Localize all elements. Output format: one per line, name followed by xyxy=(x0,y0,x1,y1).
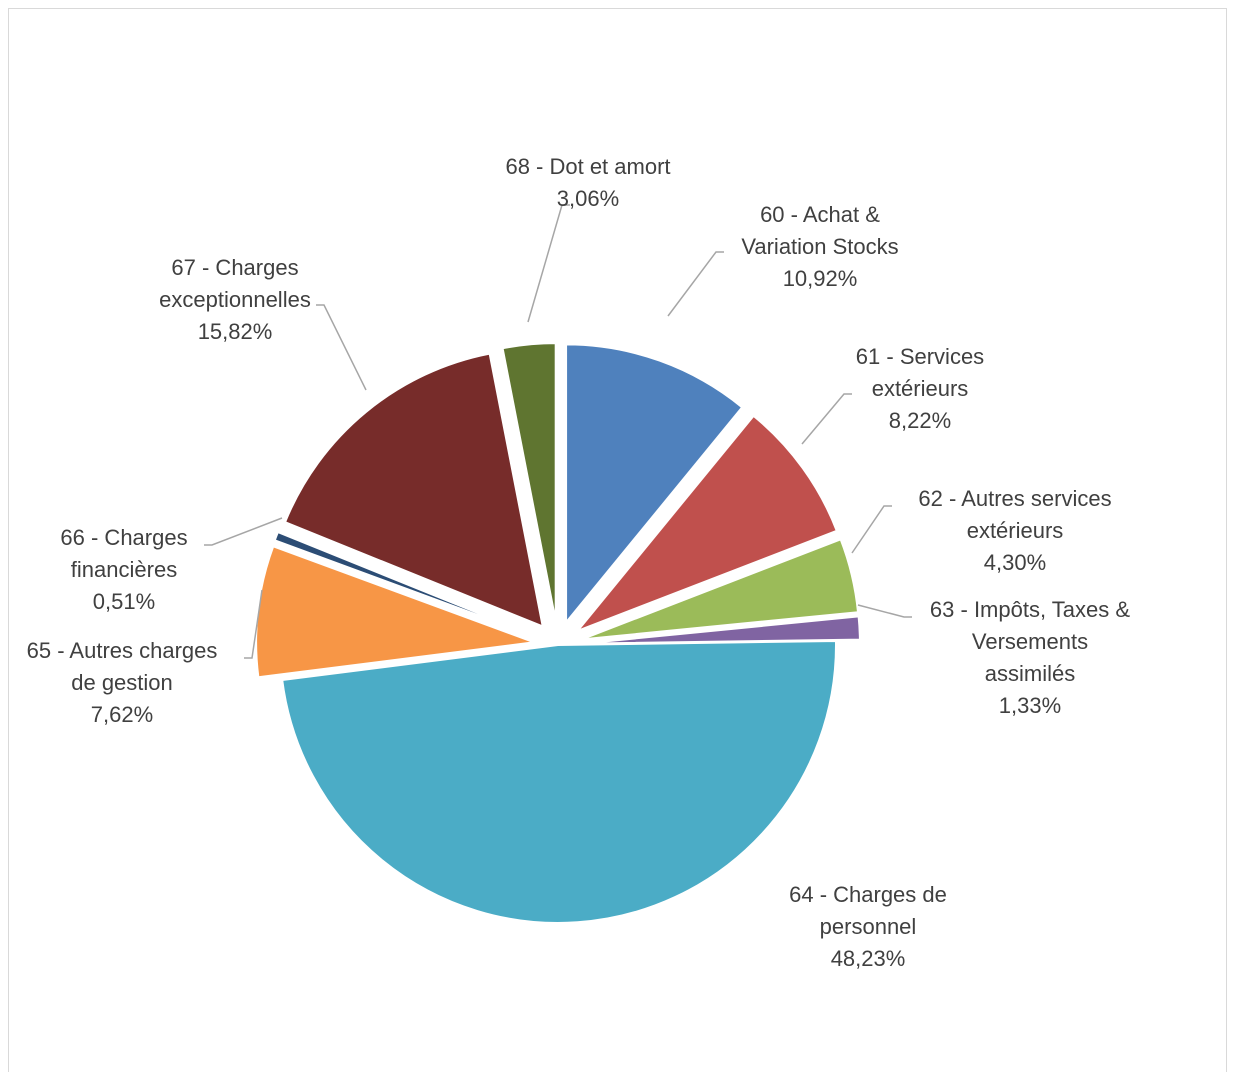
leader-line-3 xyxy=(851,505,892,554)
pie-slice-2 xyxy=(574,414,839,634)
data-label-percent: 1,33% xyxy=(999,693,1061,718)
data-label-8: 67 - Charges exceptionnelles 15,82% xyxy=(159,255,311,344)
data-label-line: 60 - Achat & xyxy=(760,202,880,227)
data-label-line: Versements xyxy=(972,629,1088,654)
data-label-percent: 15,82% xyxy=(198,319,273,344)
data-label-5: 64 - Charges de personnel 48,23% xyxy=(789,882,947,971)
data-label-7: 66 - Charges financières 0,51% xyxy=(60,525,187,614)
pie-slice-6 xyxy=(255,544,535,679)
leader-line-4 xyxy=(857,604,912,618)
data-label-9: 68 - Dot et amort 3,06% xyxy=(505,154,670,211)
pie-slice-4 xyxy=(581,615,861,645)
data-label-percent: 10,92% xyxy=(783,266,858,291)
data-labels: 60 - Achat & Variation Stocks 10,92% 61 - S… xyxy=(27,154,1131,971)
data-label-line: 62 - Autres services xyxy=(918,486,1111,511)
data-label-4: 63 - Impôts, Taxes & Versements assimilés 1… xyxy=(930,597,1130,718)
data-label-2: 61 - Services extérieurs 8,22% xyxy=(856,344,984,433)
leader-line-9 xyxy=(527,204,570,323)
data-label-line: 63 - Impôts, Taxes & xyxy=(930,597,1130,622)
data-label-line: Variation Stocks xyxy=(741,234,898,259)
pie-slice-7 xyxy=(273,530,536,638)
pie-slice-1 xyxy=(565,343,744,626)
data-label-line: 61 - Services xyxy=(856,344,984,369)
leader-line-1 xyxy=(667,251,724,317)
data-label-line: 64 - Charges de xyxy=(789,882,947,907)
data-label-line: 68 - Dot et amort xyxy=(505,154,670,179)
leader-line-6 xyxy=(244,589,263,659)
data-label-percent: 48,23% xyxy=(831,946,906,971)
data-label-percent: 7,62% xyxy=(91,702,153,727)
data-label-percent: 8,22% xyxy=(889,408,951,433)
leader-line-7 xyxy=(204,517,283,546)
data-label-line: 65 - Autres charges xyxy=(27,638,218,663)
data-label-line: 67 - Charges xyxy=(171,255,298,280)
data-label-line: extérieurs xyxy=(872,376,969,401)
data-label-3: 62 - Autres services extérieurs 4,30% xyxy=(918,486,1111,575)
data-label-line: de gestion xyxy=(71,670,173,695)
pie-slices xyxy=(255,342,861,924)
pie-slice-3 xyxy=(580,538,860,641)
leader-line-2 xyxy=(801,393,852,445)
data-label-1: 60 - Achat & Variation Stocks 10,92% xyxy=(741,202,898,291)
data-label-line: assimilés xyxy=(985,661,1075,686)
leader-lines xyxy=(204,204,912,659)
data-label-line: extérieurs xyxy=(967,518,1064,543)
data-label-line: exceptionnelles xyxy=(159,287,311,312)
data-label-line: personnel xyxy=(820,914,917,939)
data-label-line: financières xyxy=(71,557,177,582)
data-label-percent: 0,51% xyxy=(93,589,155,614)
pie-slice-5 xyxy=(281,639,837,924)
pie-slice-8 xyxy=(283,352,545,629)
data-label-6: 65 - Autres charges de gestion 7,62% xyxy=(27,638,218,727)
data-label-percent: 3,06% xyxy=(557,186,619,211)
data-label-percent: 4,30% xyxy=(984,550,1046,575)
pie-slice-9 xyxy=(501,342,557,622)
leader-line-8 xyxy=(316,304,367,391)
data-label-line: 66 - Charges xyxy=(60,525,187,550)
